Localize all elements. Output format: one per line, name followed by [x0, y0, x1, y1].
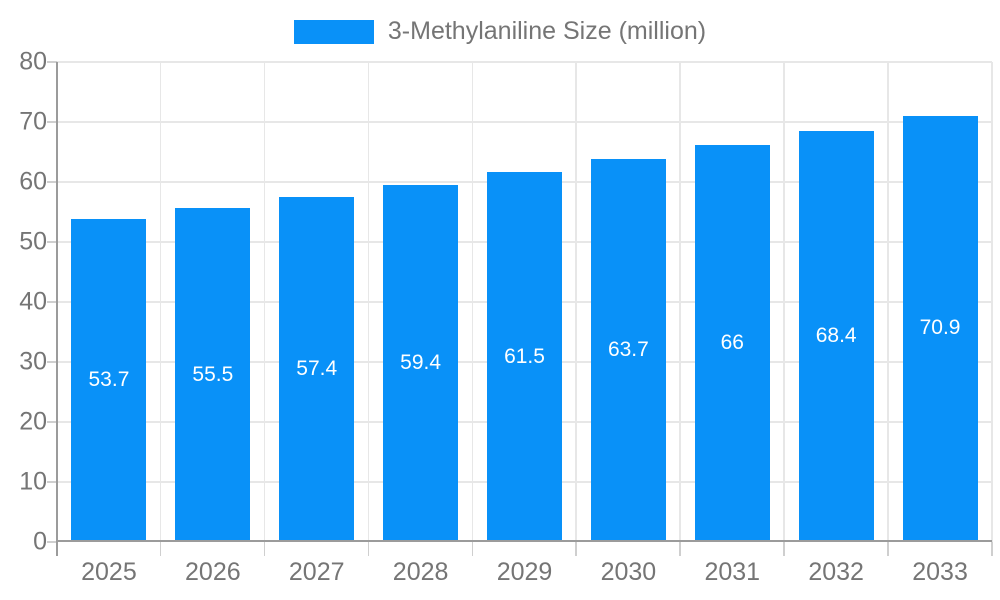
x-axis-tick: [991, 542, 993, 556]
bar: 59.4: [383, 184, 459, 541]
y-axis-label: 0: [33, 527, 47, 556]
bar: 63.7: [590, 158, 666, 541]
bar-value-label: 66: [720, 331, 744, 354]
x-axis-label: 2025: [81, 558, 137, 586]
bar: 70.9: [902, 115, 978, 541]
x-axis-label: 2029: [496, 558, 553, 586]
x-axis-label: 2033: [912, 558, 968, 586]
x-axis-label: 2026: [185, 558, 241, 586]
legend-swatch: [293, 19, 374, 44]
x-axis-tick: [263, 542, 266, 556]
bar: 61.5: [487, 172, 562, 541]
x-axis-label: 2032: [808, 558, 864, 586]
y-axis-line: [56, 62, 58, 556]
bar: 68.4: [798, 130, 874, 541]
bar-value-label: 63.7: [607, 337, 649, 361]
x-axis-tick: [783, 542, 785, 556]
x-axis-tick: [887, 542, 889, 556]
x-axis-tick: [159, 542, 162, 556]
plot-area: 53.7 55.5 57.4 59.4 61.5 63.7 66 68.4 70.9: [47, 61, 993, 556]
x-axis-tick: [367, 542, 370, 556]
x-axis-tick: [471, 542, 474, 556]
gridline-vertical: [887, 62, 889, 542]
bar-value-label: 70.9: [919, 316, 961, 340]
y-axis-label: 40: [19, 287, 47, 316]
bar-value-label: 53.7: [88, 367, 130, 391]
x-axis-label: 2028: [392, 558, 449, 586]
legend-label: 3-Methylaniline Size (million): [387, 17, 707, 45]
y-axis-label: 80: [19, 47, 47, 76]
gridline-vertical: [783, 62, 785, 542]
y-axis-label: 20: [19, 407, 47, 436]
gridline-vertical: [991, 62, 993, 542]
bar-value-label: 59.4: [400, 350, 442, 374]
y-axis-tick: [47, 121, 57, 123]
x-axis-line: [57, 540, 992, 542]
x-axis-label: 2030: [600, 558, 657, 586]
y-axis-label: 10: [19, 467, 47, 496]
x-axis-tick: [575, 542, 577, 556]
gridline-vertical: [575, 62, 577, 542]
y-axis-tick: [47, 481, 57, 483]
y-axis-tick: [47, 61, 57, 63]
gridline-vertical: [159, 62, 162, 542]
y-axis-tick: [47, 241, 57, 243]
gridline-vertical: [263, 62, 266, 542]
bar-value-label: 55.5: [192, 362, 234, 386]
x-axis-tick: [679, 542, 681, 556]
bar: 66: [694, 145, 770, 541]
gridline-vertical: [471, 62, 474, 542]
y-axis-label: 70: [19, 107, 47, 136]
gridline-horizontal: [57, 61, 992, 63]
y-axis-tick: [47, 541, 57, 543]
y-axis-label: 60: [19, 167, 47, 196]
y-axis-tick: [47, 181, 57, 183]
bar: 55.5: [175, 208, 251, 541]
bar: 57.4: [279, 196, 355, 541]
bar: 53.7: [71, 218, 147, 541]
x-axis-label: 2031: [704, 558, 761, 586]
y-axis-tick: [47, 421, 57, 423]
y-axis-tick: [47, 361, 57, 363]
gridline-vertical: [367, 62, 370, 542]
bar-value-label: 68.4: [815, 323, 857, 347]
bar-value-label: 61.5: [504, 344, 545, 368]
y-axis-label: 30: [19, 347, 47, 376]
gridline-vertical: [679, 62, 681, 542]
chart-legend: 3-Methylaniline Size (million): [0, 17, 1000, 46]
x-axis-label: 2027: [288, 558, 345, 586]
y-axis-tick: [47, 301, 57, 303]
bar-value-label: 57.4: [296, 356, 338, 380]
y-axis-label: 50: [19, 227, 47, 256]
gridline-horizontal: [57, 121, 992, 123]
